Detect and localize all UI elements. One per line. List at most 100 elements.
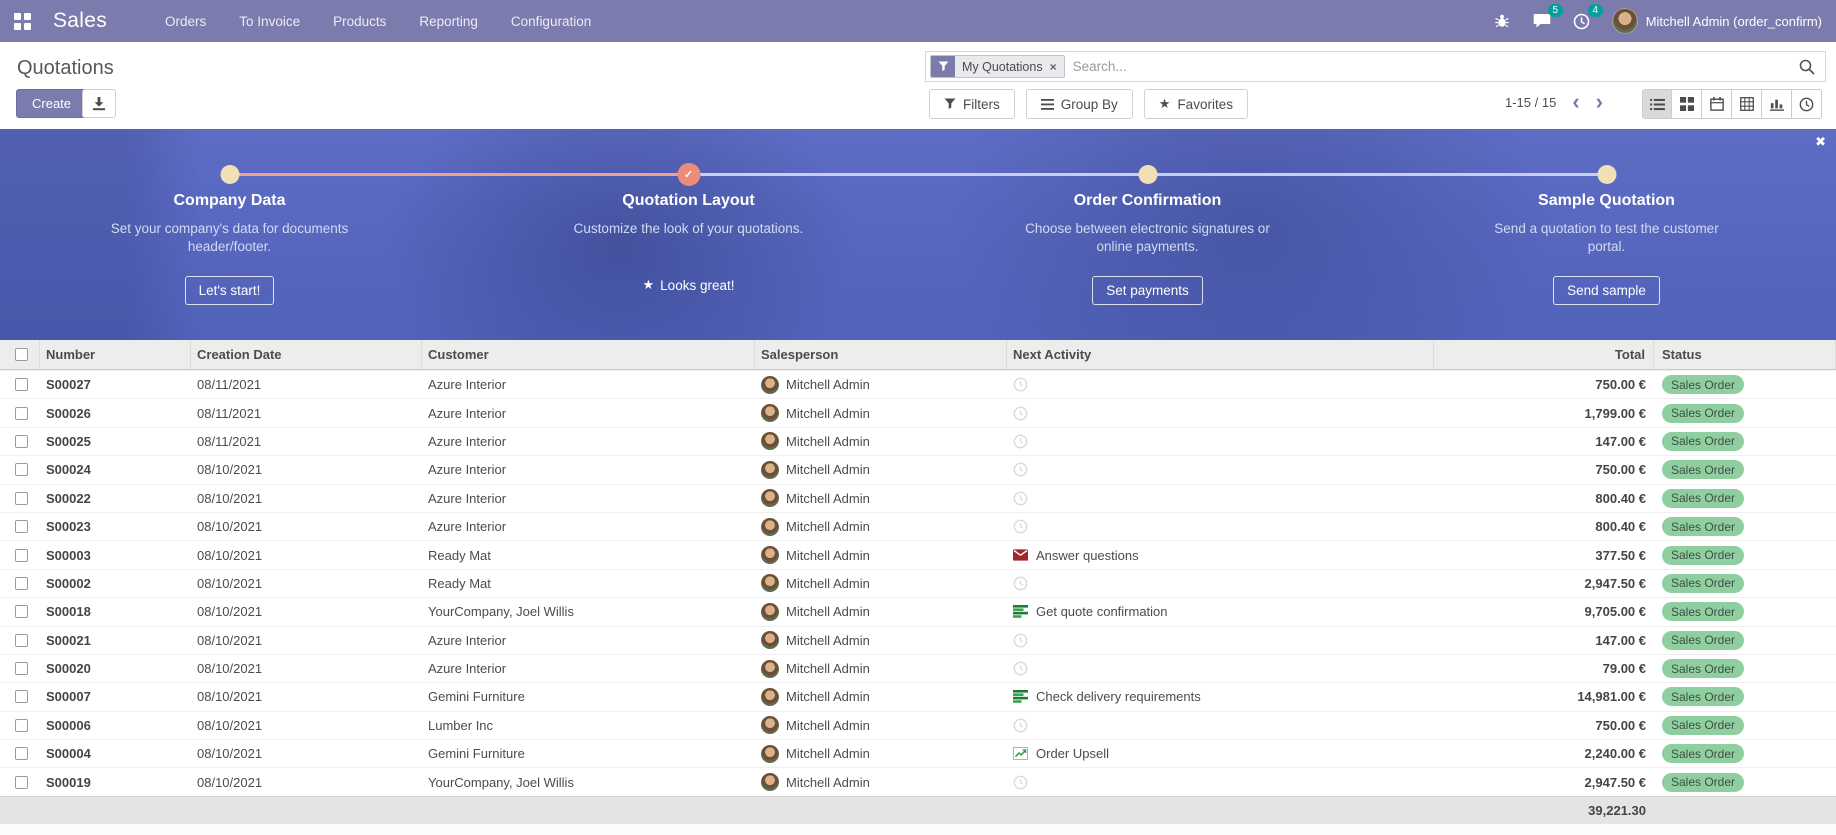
row-checkbox[interactable] — [15, 633, 28, 647]
column-header-customer[interactable]: Customer — [422, 340, 755, 369]
banner-close-icon[interactable]: ✖ — [1815, 134, 1826, 149]
table-row[interactable]: S00023 08/10/2021 Azure Interior Mitchel… — [0, 511, 1836, 541]
column-header-creation-date[interactable]: Creation Date — [191, 340, 422, 369]
next-activity-cell[interactable] — [1007, 519, 1434, 534]
next-activity-cell[interactable] — [1007, 377, 1434, 392]
column-header-next-activity[interactable]: Next Activity — [1007, 340, 1434, 369]
filters-button[interactable]: Filters — [929, 89, 1015, 119]
row-checkbox[interactable] — [15, 491, 28, 505]
row-checkbox[interactable] — [15, 548, 28, 562]
app-name[interactable]: Sales — [53, 9, 108, 32]
pager-previous-icon[interactable]: ‹ — [1572, 89, 1580, 114]
row-checkbox[interactable] — [15, 718, 28, 732]
next-activity-cell[interactable] — [1007, 434, 1434, 449]
salesperson-name: Mitchell Admin — [786, 689, 870, 705]
send-sample-button[interactable]: Send sample — [1553, 276, 1660, 305]
status-cell: Sales Order — [1654, 715, 1836, 735]
next-activity-cell[interactable]: Order Upsell — [1007, 746, 1434, 761]
list-view-button[interactable] — [1642, 89, 1672, 119]
column-header-number[interactable]: Number — [40, 340, 191, 369]
row-checkbox[interactable] — [15, 463, 28, 477]
table-row[interactable]: S00019 08/10/2021 YourCompany, Joel Will… — [0, 767, 1836, 796]
menu-reporting[interactable]: Reporting — [419, 13, 478, 29]
salesperson-name: Mitchell Admin — [786, 575, 870, 591]
table-row[interactable]: S00022 08/10/2021 Azure Interior Mitchel… — [0, 483, 1836, 512]
next-activity-cell[interactable] — [1007, 491, 1434, 506]
user-menu[interactable]: Mitchell Admin (order_confirm) — [1611, 8, 1822, 34]
row-checkbox[interactable] — [15, 378, 28, 392]
row-checkbox[interactable] — [15, 662, 28, 676]
row-checkbox[interactable] — [15, 775, 28, 789]
activities-clock-icon[interactable]: 4 — [1572, 4, 1603, 31]
quotation-number: S00024 — [46, 462, 91, 478]
row-checkbox[interactable] — [15, 576, 28, 590]
table-row[interactable]: S00024 08/10/2021 Azure Interior Mitchel… — [0, 455, 1836, 484]
search-icon[interactable] — [1799, 59, 1815, 75]
total-amount: 800.40 € — [1595, 519, 1646, 535]
next-activity-cell[interactable] — [1007, 576, 1434, 591]
debug-bug-icon[interactable] — [1492, 11, 1512, 31]
search-bar[interactable]: My Quotations × Search... — [925, 51, 1826, 82]
next-activity-cell[interactable]: Answer questions — [1007, 548, 1434, 563]
table-row[interactable]: S00018 08/10/2021 YourCompany, Joel Will… — [0, 597, 1836, 626]
row-checkbox[interactable] — [15, 520, 28, 534]
create-button[interactable]: Create — [16, 89, 88, 118]
column-header-salesperson[interactable]: Salesperson — [755, 340, 1007, 369]
table-row[interactable]: S00002 08/10/2021 Ready Mat Mitchell Adm… — [0, 568, 1836, 598]
row-checkbox[interactable] — [15, 434, 28, 448]
menu-configuration[interactable]: Configuration — [510, 13, 592, 29]
creation-date: 08/10/2021 — [197, 604, 263, 620]
activity-view-button[interactable] — [1792, 89, 1822, 119]
apps-menu-icon[interactable] — [14, 12, 31, 30]
status-cell: Sales Order — [1654, 772, 1836, 792]
quotation-number: S00022 — [46, 490, 91, 506]
table-row[interactable]: S00003 08/10/2021 Ready Mat Mitchell Adm… — [0, 540, 1836, 569]
next-activity-cell[interactable]: Check delivery requirements — [1007, 689, 1434, 704]
next-activity-cell[interactable] — [1007, 462, 1434, 477]
activity-label: Answer questions — [1036, 547, 1139, 563]
table-row[interactable]: S00027 08/11/2021 Azure Interior Mitchel… — [0, 370, 1836, 399]
remove-facet-icon[interactable]: × — [1049, 59, 1057, 74]
pager-next-icon[interactable]: › — [1595, 89, 1603, 114]
lets-start-button[interactable]: Let's start! — [184, 276, 275, 305]
set-payments-button[interactable]: Set payments — [1092, 276, 1203, 305]
next-activity-cell[interactable] — [1007, 661, 1434, 676]
table-row[interactable]: S00004 08/10/2021 Gemini Furniture Mitch… — [0, 739, 1836, 768]
group-by-button[interactable]: Group By — [1025, 89, 1133, 119]
row-checkbox[interactable] — [15, 690, 28, 704]
looks-great-link[interactable]: ★ Looks great! — [642, 277, 735, 293]
row-checkbox[interactable] — [15, 605, 28, 619]
column-header-status[interactable]: Status — [1654, 340, 1836, 369]
calendar-view-button[interactable] — [1702, 89, 1732, 119]
kanban-view-button[interactable] — [1672, 89, 1702, 119]
row-checkbox[interactable] — [15, 406, 28, 420]
column-header-total[interactable]: Total — [1434, 340, 1654, 369]
next-activity-cell[interactable] — [1007, 633, 1434, 648]
next-activity-cell[interactable] — [1007, 718, 1434, 733]
menu-orders[interactable]: Orders — [165, 13, 207, 29]
pivot-view-button[interactable] — [1732, 89, 1762, 119]
total-amount: 147.00 € — [1595, 433, 1646, 449]
table-row[interactable]: S00006 08/10/2021 Lumber Inc Mitchell Ad… — [0, 710, 1836, 740]
menu-products[interactable]: Products — [333, 13, 387, 29]
table-row[interactable]: S00021 08/10/2021 Azure Interior Mitchel… — [0, 625, 1836, 654]
row-checkbox[interactable] — [15, 747, 28, 761]
search-input[interactable]: Search... — [1072, 59, 1127, 74]
table-row[interactable]: S00025 08/11/2021 Azure Interior Mitchel… — [0, 426, 1836, 456]
menu-to-invoice[interactable]: To Invoice — [239, 13, 301, 29]
select-all-checkbox[interactable] — [15, 348, 28, 361]
export-button[interactable] — [82, 89, 116, 118]
table-row[interactable]: S00026 08/11/2021 Azure Interior Mitchel… — [0, 398, 1836, 427]
graph-view-button[interactable] — [1762, 89, 1792, 119]
table-row[interactable]: S00020 08/10/2021 Azure Interior Mitchel… — [0, 653, 1836, 683]
next-activity-cell[interactable]: Get quote confirmation — [1007, 604, 1434, 619]
onboarding-step-sample-quotation: Sample Quotation Send a quotation to tes… — [1377, 129, 1836, 340]
favorites-button[interactable]: ★ Favorites — [1143, 89, 1248, 119]
messages-icon[interactable]: 5 — [1532, 4, 1563, 31]
total-amount: 750.00 € — [1595, 717, 1646, 733]
view-switcher — [1642, 89, 1822, 119]
next-activity-cell[interactable] — [1007, 775, 1434, 790]
total-amount: 750.00 € — [1595, 462, 1646, 478]
next-activity-cell[interactable] — [1007, 406, 1434, 421]
table-row[interactable]: S00007 08/10/2021 Gemini Furniture Mitch… — [0, 682, 1836, 711]
